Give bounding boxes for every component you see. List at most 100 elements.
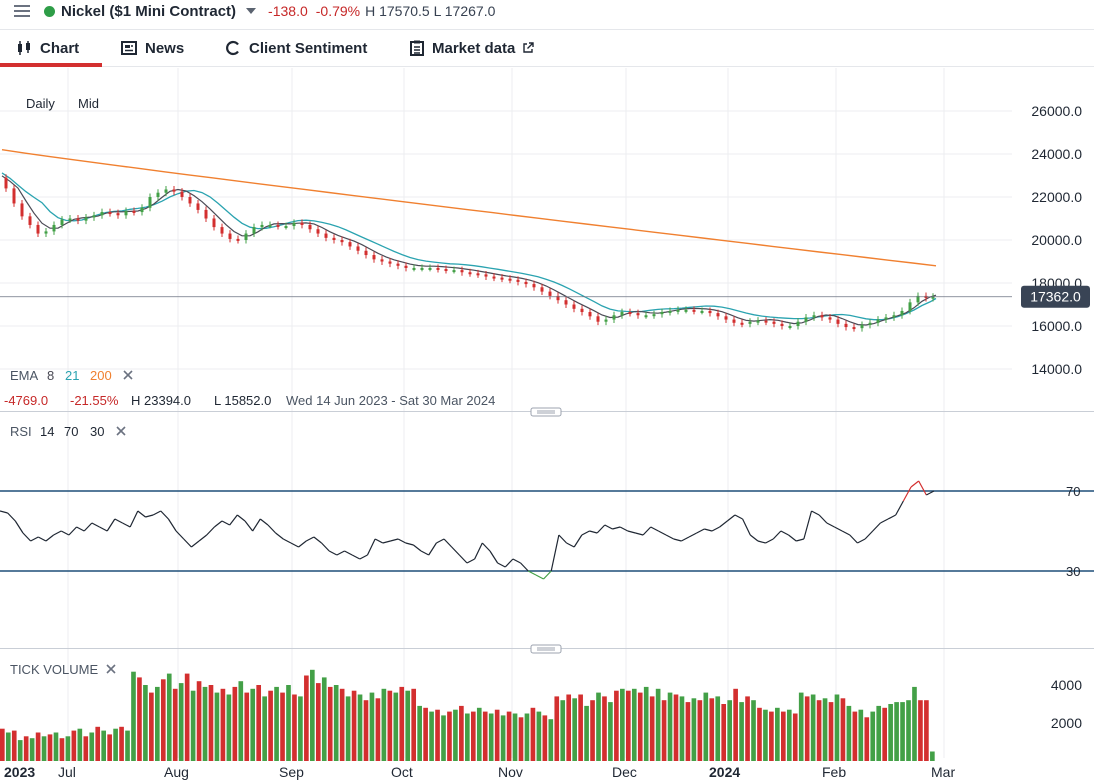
tab-market-data[interactable]: Market data bbox=[394, 30, 535, 66]
volume-y-axis: 4000 2000 bbox=[1051, 677, 1082, 731]
volume-bar bbox=[721, 704, 727, 761]
rsi-segment bbox=[229, 514, 238, 526]
rsi-segment bbox=[910, 480, 920, 488]
volume-bar bbox=[876, 705, 882, 761]
close-icon[interactable] bbox=[116, 426, 126, 436]
ema-8-line bbox=[1, 175, 937, 326]
candle-body bbox=[804, 317, 808, 322]
volume-bar bbox=[59, 738, 65, 761]
volume-bar bbox=[119, 726, 124, 761]
rsi-segment bbox=[596, 524, 606, 534]
candle-body bbox=[644, 315, 648, 318]
volume-bar bbox=[244, 692, 250, 761]
rsi-segment bbox=[259, 518, 269, 526]
rsi-segment bbox=[757, 540, 766, 544]
volume-bar bbox=[500, 715, 506, 761]
rsi-segment bbox=[198, 534, 208, 542]
tab-client-sentiment[interactable]: Client Sentiment bbox=[206, 30, 394, 66]
volume-bar bbox=[196, 681, 202, 761]
candle-body bbox=[180, 191, 184, 197]
volume-bar bbox=[262, 696, 267, 761]
rsi-segment bbox=[114, 518, 123, 524]
volume-bar bbox=[882, 707, 887, 761]
volume-bar bbox=[727, 700, 732, 761]
volume-bar bbox=[208, 685, 214, 761]
interval-label[interactable]: Daily bbox=[26, 96, 55, 111]
news-icon bbox=[121, 40, 137, 56]
volume-bar bbox=[53, 732, 59, 761]
rsi-segment bbox=[30, 536, 39, 542]
instrument-name[interactable]: Nickel ($1 Mini Contract) bbox=[61, 2, 237, 20]
rsi-segment bbox=[520, 562, 529, 572]
candle-body bbox=[652, 314, 656, 317]
rsi-segment bbox=[68, 526, 77, 536]
volume-bar bbox=[160, 679, 166, 761]
rsi-segment bbox=[244, 520, 254, 532]
rsi-segment bbox=[359, 554, 368, 560]
rsi-segment bbox=[719, 520, 728, 528]
volume-bar bbox=[71, 730, 77, 761]
candlestick-icon bbox=[16, 40, 32, 56]
resize-handle[interactable] bbox=[530, 644, 562, 654]
price-type-label[interactable]: Mid bbox=[78, 96, 99, 111]
volume-bar bbox=[661, 700, 667, 761]
time-axis-label: Aug bbox=[164, 764, 189, 780]
volume-bar bbox=[786, 709, 792, 761]
close-icon[interactable] bbox=[106, 664, 116, 674]
volume-bar bbox=[792, 713, 798, 761]
candle-body bbox=[556, 295, 560, 301]
volume-bar bbox=[828, 702, 834, 761]
rsi-tick-30: 30 bbox=[1066, 564, 1080, 579]
candle-body bbox=[900, 310, 904, 316]
candle-body bbox=[931, 296, 935, 299]
volume-bar bbox=[95, 726, 101, 761]
rsi-segment bbox=[841, 530, 851, 536]
rsi-segment bbox=[926, 490, 935, 496]
tab-bar: Chart News Client Sentiment Market data bbox=[0, 29, 1094, 67]
rsi-segment bbox=[834, 526, 843, 532]
volume-bar bbox=[530, 707, 536, 761]
ema-period-8: 8 bbox=[47, 368, 54, 383]
close-icon[interactable] bbox=[123, 370, 133, 380]
volume-bar bbox=[536, 711, 542, 761]
volume-bar bbox=[232, 686, 238, 761]
candle-body bbox=[380, 259, 384, 262]
volume-bar bbox=[411, 688, 417, 761]
hamburger-icon[interactable] bbox=[14, 5, 30, 17]
rsi-segment bbox=[681, 536, 690, 542]
volume-bar bbox=[679, 696, 685, 761]
candle-body bbox=[76, 218, 80, 221]
volume-bar bbox=[924, 700, 929, 761]
volume-bar bbox=[304, 675, 309, 761]
candle-body bbox=[716, 313, 720, 317]
candle-body bbox=[228, 233, 232, 239]
rsi-segment bbox=[443, 538, 453, 548]
volume-bar bbox=[459, 705, 464, 761]
rsi-segment bbox=[191, 540, 200, 548]
volume-bar bbox=[333, 685, 339, 761]
rsi-segment bbox=[849, 534, 858, 544]
rsi-segment bbox=[14, 520, 24, 534]
chart-canvas[interactable]: Daily Mid 26000.024000.022000.020000.018… bbox=[0, 68, 1094, 782]
candle-body bbox=[540, 287, 544, 292]
volume-bar bbox=[554, 696, 560, 761]
volume-bar bbox=[697, 700, 703, 761]
rsi-segment bbox=[742, 518, 751, 536]
volume-bar bbox=[238, 681, 244, 761]
volume-bar bbox=[596, 692, 601, 761]
tab-chart[interactable]: Chart bbox=[0, 30, 102, 67]
tab-news[interactable]: News bbox=[102, 30, 206, 66]
volume-bar bbox=[542, 715, 548, 761]
rsi-segment bbox=[918, 480, 927, 496]
volume-bar bbox=[178, 683, 184, 761]
candle-body bbox=[612, 315, 616, 320]
ema-21-line bbox=[1, 172, 937, 321]
rsi-segment bbox=[688, 532, 697, 538]
resize-handle[interactable] bbox=[530, 407, 562, 417]
volume-bar bbox=[345, 696, 351, 761]
candle-body bbox=[100, 212, 104, 216]
chevron-down-icon[interactable] bbox=[246, 8, 257, 14]
rsi-segment bbox=[566, 542, 575, 548]
volume-bar bbox=[834, 694, 840, 761]
